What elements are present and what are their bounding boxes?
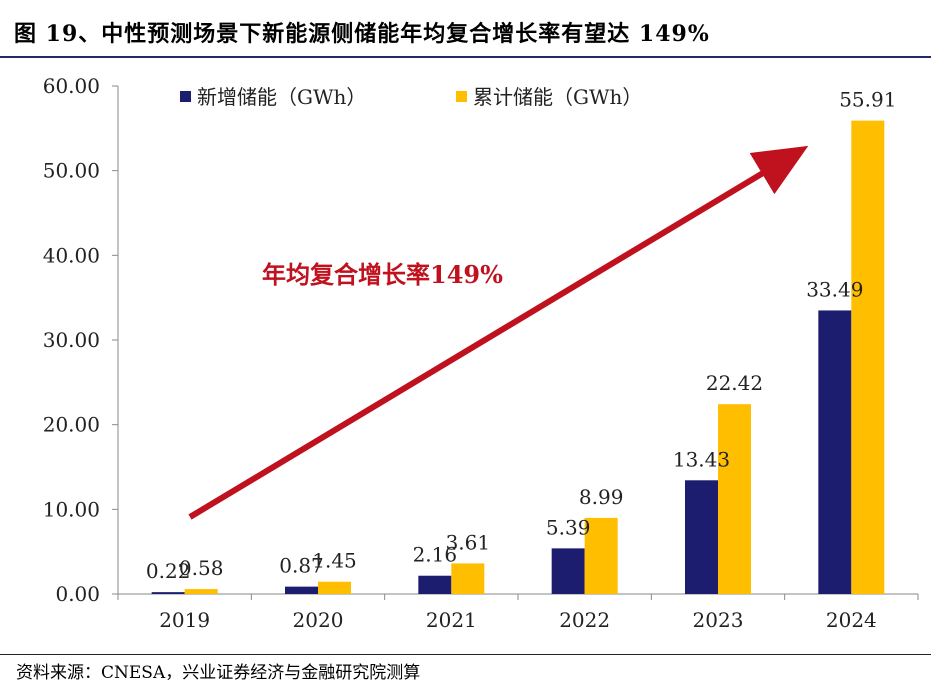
legend-swatch-cumulative	[456, 91, 467, 102]
bar-new-storage	[551, 548, 585, 594]
bars	[151, 120, 885, 595]
y-tick-label: 50.00	[43, 159, 100, 183]
bar-cumulative-storage	[851, 120, 885, 595]
bar-value-label: 1.45	[312, 549, 357, 573]
data-labels: 0.220.58 0.871.45 2.163.61 5.39 8.99 13.43 22.…	[146, 88, 897, 584]
y-tick-label: 30.00	[43, 328, 100, 352]
x-tick-label: 2023	[693, 608, 744, 632]
bar-new-storage	[151, 592, 185, 594]
y-tick-label: 40.00	[43, 243, 100, 267]
bar-value-label: 33.49	[806, 277, 863, 301]
legend-label-new: 新增储能（GWh）	[197, 85, 366, 109]
growth-annotation: 年均复合增长率149%	[188, 145, 809, 520]
source-divider	[0, 654, 931, 655]
bar-new-storage	[818, 310, 852, 594]
bar-value-label: 5.39	[546, 515, 591, 539]
bar-cumulative-storage	[451, 563, 485, 594]
legend-label-cumulative: 累计储能（GWh）	[473, 85, 642, 109]
y-axis: 0.00 10.00 20.00 30.00 40.00 50.00 60.00	[43, 74, 119, 606]
y-tick-label: 20.00	[43, 413, 100, 437]
bar-value-label: 0.87	[279, 554, 324, 578]
figure-title: 图 19、中性预测场景下新能源侧储能年均复合增长率有望达 149%	[14, 21, 710, 47]
legend: 新增储能（GWh） 累计储能（GWh）	[180, 85, 642, 109]
x-axis: 2019 2020 2021 2022 2023 2024	[117, 593, 919, 632]
bar-value-label: 22.42	[706, 371, 763, 395]
title-divider	[0, 56, 931, 58]
x-tick-label: 2022	[559, 608, 610, 632]
bar-value-label: 55.91	[839, 88, 896, 112]
y-tick-label: 60.00	[43, 74, 100, 98]
x-tick-label: 2020	[293, 608, 344, 632]
x-tick-label: 2021	[426, 608, 477, 632]
x-tick-label: 2024	[826, 608, 877, 632]
bar-cumulative-storage	[718, 404, 751, 594]
bar-value-label: 13.43	[673, 447, 730, 471]
bar-value-label: 8.99	[579, 485, 624, 509]
y-tick-label: 10.00	[43, 497, 100, 521]
y-tick-label: 0.00	[55, 582, 100, 606]
bar-cumulative-storage	[184, 589, 218, 594]
legend-swatch-new	[180, 91, 191, 102]
trend-arrow	[188, 145, 809, 520]
bar-cumulative-storage	[584, 517, 618, 594]
bar-value-label: 0.22	[146, 559, 191, 583]
bar-cumulative-storage	[318, 581, 351, 594]
x-tick-label: 2019	[159, 608, 210, 632]
bar-value-label: 0.58	[179, 556, 224, 580]
bar-new-storage	[285, 586, 318, 594]
bar-new-storage	[418, 575, 452, 594]
bar-value-label: 3.61	[446, 530, 491, 554]
growth-rate-label: 年均复合增长率149%	[262, 260, 503, 289]
bar-new-storage	[685, 480, 718, 594]
source-note: 资料来源：CNESA，兴业证券经济与金融研究院测算	[16, 663, 421, 683]
bar-value-label: 2.16	[413, 543, 458, 567]
